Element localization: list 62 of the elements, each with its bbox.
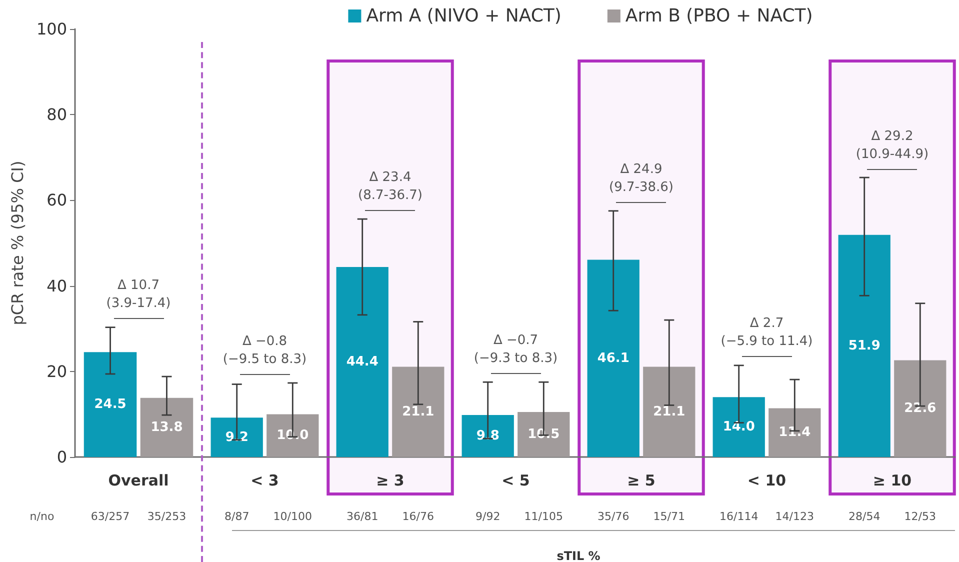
annotation: Δ 23.4 (8.7-36.7) (358, 169, 422, 206)
data-label: 9.8 (476, 428, 500, 444)
x-tick-label: < 3 (250, 472, 279, 490)
data-label: 22.6 (904, 401, 936, 416)
data-label: 44.4 (346, 354, 378, 370)
x-tick-label: Overall (108, 472, 169, 490)
x-tick-label: < 10 (747, 472, 786, 490)
text: 9/92 (475, 510, 500, 523)
text: 8/87 (224, 510, 250, 523)
text: 35/253 (147, 510, 186, 523)
text: 28/54 (848, 510, 880, 523)
bar (210, 418, 263, 457)
text: 16/76 (402, 510, 434, 523)
text: 10/100 (273, 510, 312, 523)
data-label: 13.8 (150, 420, 183, 435)
x-tick-label: ≥ 5 (627, 472, 656, 490)
bar (587, 260, 640, 457)
data-label: 21.1 (653, 404, 686, 420)
text: 16/114 (719, 510, 758, 523)
bar (643, 366, 696, 457)
bar (266, 414, 319, 457)
text: 12/53 (904, 510, 936, 523)
y-tick-label: 0 (56, 448, 67, 466)
bar (392, 366, 444, 457)
x-tick-label: ≥ 10 (872, 472, 912, 490)
y-tick-label: 20 (46, 362, 67, 381)
bar (768, 408, 821, 457)
annotation: Δ 2.7 (−5.9 to 11.4) (720, 315, 813, 352)
data-label: 46.1 (597, 350, 630, 366)
x-axis-title: sTIL % (556, 549, 600, 562)
annotation: Δ −0.8 (−9.5 to 8.3) (222, 332, 307, 369)
y-tick-label: 40 (46, 276, 67, 296)
annotation: Δ 24.9 (9.7-38.6) (609, 160, 674, 197)
x-tick-label: < 5 (502, 472, 530, 490)
text: 36/81 (346, 510, 378, 523)
bar (336, 266, 388, 457)
text: 35/76 (597, 510, 630, 523)
bar (838, 234, 890, 457)
annotation: Δ 29.2 (10.9-44.9) (856, 128, 929, 164)
data-label: 11.4 (778, 425, 811, 440)
y-tick-label: 100 (36, 20, 67, 38)
text: n/no (30, 510, 54, 523)
legend-label: Arm A (NIVO + NACT) (366, 6, 562, 26)
x-tick-label: ≥ 3 (376, 472, 404, 490)
bar (712, 397, 765, 457)
y-axis-title: pCR rate % (95% CI) (8, 160, 28, 326)
legend-label: Arm B (PBO + NACT) (625, 6, 813, 26)
annotation: Δ −0.7 (−9.3 to 8.3) (474, 332, 558, 368)
data-label: 51.9 (848, 338, 880, 354)
annotation: Δ 10.7 (3.9-17.4) (106, 277, 171, 314)
data-label: 14.0 (722, 420, 755, 435)
text: 11/105 (524, 510, 563, 523)
y-tick-label: 60 (46, 190, 67, 210)
text: 63/257 (90, 510, 130, 523)
data-label: 24.5 (94, 397, 126, 412)
bar (894, 360, 946, 457)
y-tick-label: 80 (46, 105, 67, 124)
bar (462, 415, 514, 457)
bar (518, 412, 570, 457)
text: 14/123 (775, 510, 814, 523)
data-label: 21.1 (402, 404, 434, 420)
text: 15/71 (653, 510, 685, 523)
